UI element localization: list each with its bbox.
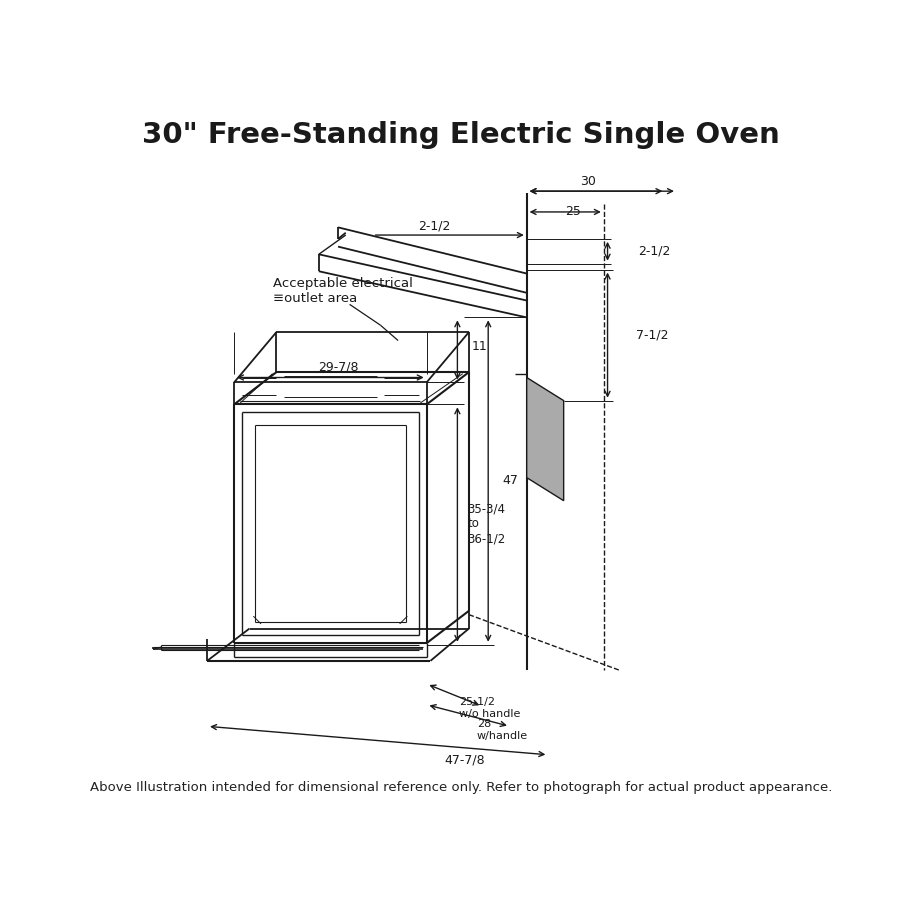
Text: 47-7/8: 47-7/8: [445, 753, 485, 767]
Text: 28
w/handle: 28 w/handle: [477, 719, 527, 741]
Text: 30" Free-Standing Electric Single Oven: 30" Free-Standing Electric Single Oven: [142, 121, 780, 148]
Text: 35-3/4
to
36-1/2: 35-3/4 to 36-1/2: [467, 502, 506, 545]
Text: 25-1/2
w/o handle: 25-1/2 w/o handle: [459, 697, 520, 718]
Text: Acceptable electrical
≡outlet area: Acceptable electrical ≡outlet area: [273, 277, 412, 305]
Polygon shape: [526, 377, 563, 500]
Text: 2-1/2: 2-1/2: [418, 220, 451, 232]
Text: 47: 47: [502, 473, 518, 487]
Text: 11: 11: [472, 339, 487, 353]
Text: 29-7/8: 29-7/8: [318, 360, 358, 373]
Text: Above Illustration intended for dimensional reference only. Refer to photograph : Above Illustration intended for dimensio…: [90, 781, 833, 794]
Text: 2-1/2: 2-1/2: [638, 245, 670, 257]
Text: 7-1/2: 7-1/2: [636, 328, 669, 342]
Text: 30: 30: [580, 175, 596, 188]
Text: 25: 25: [565, 205, 581, 219]
